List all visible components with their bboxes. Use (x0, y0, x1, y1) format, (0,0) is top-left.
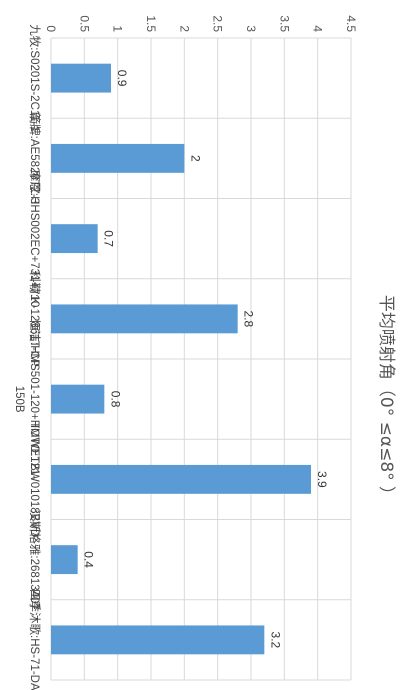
chart-title: 平均喷射角（0° ≤α≤8° ） (376, 295, 396, 503)
data-labels: 0.9 2 0.7 2.8 0.8 3.9 0.4 3.2 (82, 70, 329, 649)
category-label-line: 150B (13, 386, 25, 413)
data-label: 0.4 (82, 551, 96, 568)
bar (51, 143, 185, 173)
y-tick-label: 4 (311, 25, 325, 32)
category-label: 四季沐歌:HS-71-DA (28, 589, 42, 690)
y-tick-label: 1 (111, 25, 125, 32)
data-label: 0.7 (102, 230, 116, 247)
y-tick-label: 4.5 (344, 15, 358, 32)
data-label: 0.8 (108, 391, 122, 408)
data-label: 2.8 (242, 311, 256, 328)
data-label: 3.9 (315, 471, 329, 488)
data-label: 2 (188, 155, 202, 162)
bar (51, 63, 111, 93)
data-label: 3.2 (268, 632, 282, 649)
bars (50, 63, 311, 655)
bar (50, 224, 98, 254)
bar (51, 304, 238, 334)
y-tick-label: 3 (244, 25, 258, 32)
category-label: 汉斯格雅:26813407 (28, 509, 42, 609)
bar (51, 464, 311, 494)
category-label: 恒洁:HMS501-120+HMWE121-150B (13, 319, 41, 479)
category-label: 箭牌:AE5826TZ-3 (28, 113, 42, 204)
category-label: 摩恩:HHS002EC+731+710 (28, 170, 42, 307)
category-label-line: 恒洁:HMS501-120+HMWE121- (28, 319, 41, 479)
category-label: TOTO:TBW01018BVD (28, 421, 40, 537)
bar (51, 625, 265, 655)
category-label: 科勒:K-12861T-CP (28, 271, 42, 367)
y-tick-label: 2.5 (211, 15, 225, 32)
y-tick-label: 0 (44, 25, 58, 32)
category-label: 九牧:S0201S-2C11-1 (28, 24, 42, 132)
gridlines (50, 37, 352, 681)
data-label: 0.9 (115, 70, 129, 87)
bar (51, 384, 105, 414)
y-tick-label: 2 (177, 25, 191, 32)
y-tick-label: 1.5 (144, 15, 158, 32)
y-tick-label: 3.5 (277, 15, 291, 32)
y-tick-label: 0.5 (77, 15, 91, 32)
bar (50, 545, 78, 575)
x-axis-category-labels: 九牧:S0201S-2C11-1箭牌:AE5826TZ-3摩恩:HHS002EC… (13, 24, 42, 690)
y-axis-tick-labels: 0 0.5 1 1.5 2 2.5 3 3.5 4 4.5 (44, 15, 358, 32)
